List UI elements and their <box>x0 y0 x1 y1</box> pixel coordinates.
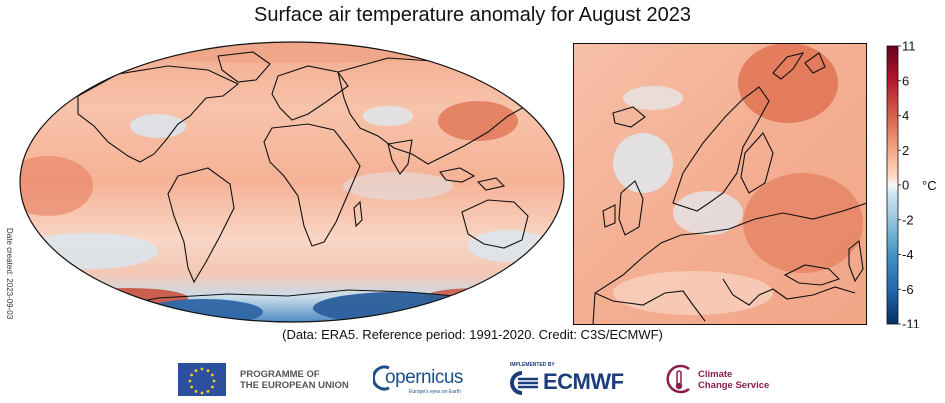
ecmwf-implemented-label: IMPLEMENTED BY <box>510 362 555 368</box>
eu-line-1: PROGRAMME OF <box>240 369 320 380</box>
copernicus-c-icon <box>373 365 390 391</box>
colorbar-unit: °C <box>922 178 937 193</box>
c3s-text: Climate Change Service <box>698 369 769 391</box>
colorbar-tick-label: -2 <box>902 212 914 227</box>
ecmwf-symbol-icon <box>510 371 538 395</box>
chart-title: Surface air temperature anomaly for Augu… <box>254 4 691 26</box>
colorbar: 11 6 4 2 0 -2 -4 -6 -11 °C <box>886 39 937 329</box>
global-anomaly-map <box>19 41 565 323</box>
colorbar-tick-label: -6 <box>902 282 914 297</box>
eu-flag-logo <box>178 363 226 396</box>
c3s-line-1: Climate <box>698 369 733 380</box>
eu-programme-text: PROGRAMME OF THE EUROPEAN UNION <box>240 369 349 391</box>
eu-line-2: THE EUROPEAN UNION <box>240 380 349 391</box>
colorbar-tick-label: 2 <box>902 143 909 158</box>
ecmwf-word: ECMWF <box>543 369 624 394</box>
credit-text: (Data: ERA5. Reference period: 1991-2020… <box>282 327 663 342</box>
colorbar-tick-label: -11 <box>902 317 920 329</box>
europe-anomaly-map <box>573 43 867 325</box>
colorbar-tick-label: 4 <box>902 108 909 123</box>
copernicus-logo: opernicus Europe's eyes on Earth <box>373 361 473 395</box>
c3s-thermometer-icon <box>666 364 690 394</box>
colorbar-tick-label: 0 <box>902 178 909 193</box>
colorbar-scale <box>886 45 899 325</box>
colorbar-tick-label: 11 <box>902 39 916 54</box>
colorbar-tick-label: -4 <box>902 247 914 262</box>
copernicus-tagline: Europe's eyes on Earth <box>409 389 461 395</box>
copernicus-word: opernicus <box>385 367 463 388</box>
logos-row: PROGRAMME OF THE EUROPEAN UNION opernicu… <box>0 355 945 403</box>
c3s-line-2: Change Service <box>698 380 770 391</box>
colorbar-tick-label: 6 <box>902 73 909 88</box>
